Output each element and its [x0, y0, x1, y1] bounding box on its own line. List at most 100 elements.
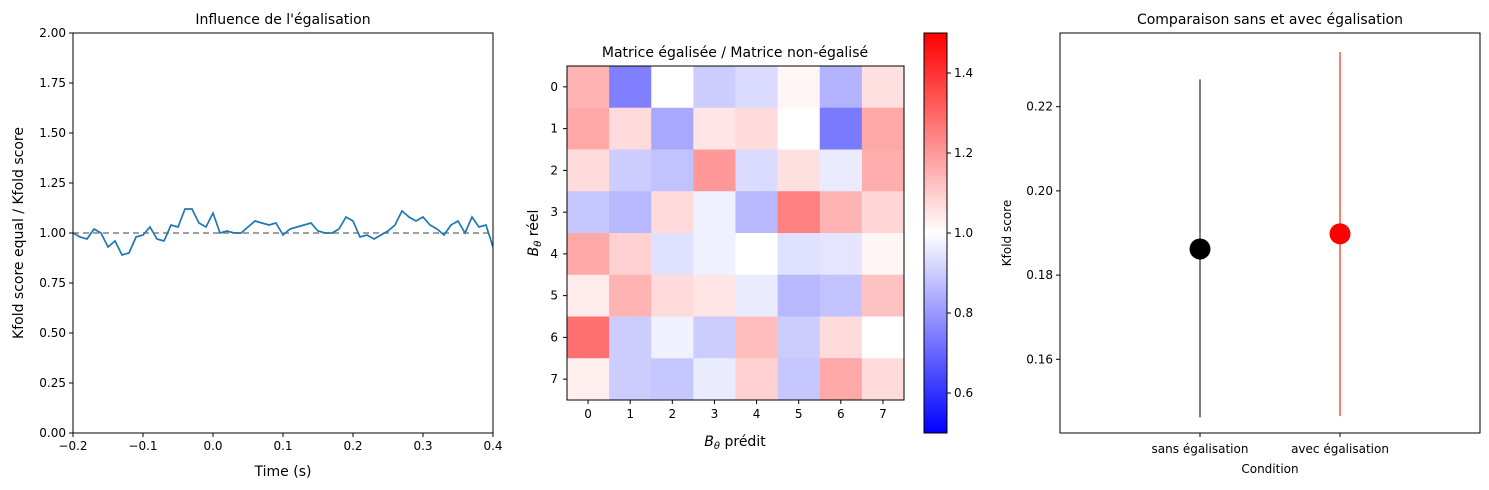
heatmap-cell — [861, 274, 905, 317]
x-tick-label: 0 — [584, 407, 592, 421]
x-tick-label: 2 — [668, 407, 676, 421]
heatmap-cell — [777, 358, 821, 401]
heatmap-cell — [777, 233, 821, 276]
heatmap-cells — [567, 66, 905, 401]
heatmap-cell — [651, 316, 694, 359]
y-tick-label: 0.00 — [39, 426, 66, 440]
heatmap-cell — [609, 316, 652, 359]
colorbar-tick-label: 1.4 — [954, 66, 973, 80]
line-chart-y-ticks: 0.00 0.25 0.50 0.75 1.00 1.25 1.50 1.75 2.00 — [39, 26, 73, 440]
heatmap-cell — [735, 191, 779, 234]
heatmap-cell — [609, 233, 652, 276]
heatmap-cell — [567, 274, 610, 317]
heatmap-cell — [693, 149, 736, 192]
heatmap-cell — [861, 233, 905, 276]
x-tick-label: 0.2 — [343, 439, 362, 453]
heatmap-cell — [693, 191, 736, 234]
heatmap-cell — [777, 66, 821, 109]
comparison-panel: Comparaison sans et avec égalisation san… — [1000, 12, 1481, 476]
comparison-xlabel: Condition — [1241, 462, 1298, 476]
heatmap-y-ticks: 0 1 2 3 4 5 6 7 — [550, 80, 567, 386]
y-tick-label: 0.50 — [39, 326, 66, 340]
heatmap-cell — [777, 107, 821, 150]
y-tick-label: 7 — [550, 372, 558, 386]
colorbar — [923, 32, 948, 434]
y-tick-label: 5 — [550, 289, 558, 303]
heatmap-cell — [861, 66, 905, 109]
x-tick-label: 0.3 — [413, 439, 432, 453]
heatmap-cell — [861, 191, 905, 234]
heatmap-cell — [651, 191, 694, 234]
heatmap-cell — [609, 149, 652, 192]
x-tick-label: −0.1 — [128, 439, 157, 453]
y-tick-label: 2.00 — [39, 26, 66, 40]
heatmap-xlabel: Bθ prédit — [704, 434, 766, 452]
heatmap-cell — [735, 107, 779, 150]
heatmap-cell — [819, 358, 863, 401]
y-tick-label: 6 — [550, 330, 558, 344]
heatmap-cell — [567, 233, 610, 276]
y-tick-label: 0 — [550, 80, 558, 94]
colorbar-ticks: 0.6 0.8 1.0 1.2 1.4 — [947, 66, 973, 400]
heatmap-cell — [819, 191, 863, 234]
y-tick-label: 0.25 — [39, 376, 66, 390]
heatmap-cell — [819, 107, 863, 150]
heatmap-cell — [693, 107, 736, 150]
x-tick-label: 7 — [879, 407, 887, 421]
heatmap-cell — [651, 358, 694, 401]
heatmap-cell — [693, 316, 736, 359]
comparison-x-ticks: sans égalisation avec égalisation — [1152, 433, 1389, 456]
heatmap-cell — [609, 274, 652, 317]
y-tick-label: 3 — [550, 205, 558, 219]
heatmap-x-ticks: 0 1 2 3 4 5 6 7 — [584, 400, 887, 421]
x-tick-label: −0.2 — [58, 439, 87, 453]
line-chart-xlabel: Time (s) — [254, 464, 312, 480]
heatmap-cell — [735, 358, 779, 401]
heatmap-cell — [819, 274, 863, 317]
heatmap-cell — [819, 149, 863, 192]
comparison-y-ticks: 0.16 0.18 0.20 0.22 — [1026, 100, 1060, 366]
x-tick-label: 0.0 — [203, 439, 222, 453]
colorbar-tick-label: 0.8 — [954, 306, 973, 320]
x-tick-label: sans égalisation — [1152, 442, 1249, 456]
heatmap-cell — [861, 358, 905, 401]
heatmap-ylabel: Bθ réel — [526, 210, 544, 257]
heatmap-cell — [693, 274, 736, 317]
comparison-title: Comparaison sans et avec égalisation — [1137, 12, 1403, 28]
heatmap-cell — [567, 149, 610, 192]
heatmap-cell — [693, 358, 736, 401]
heatmap-cell — [819, 233, 863, 276]
heatmap-cell — [609, 107, 652, 150]
line-chart-ylabel: Kfold score equal / Kfold score — [11, 127, 27, 339]
comparison-frame — [1059, 32, 1481, 434]
colorbar-tick-label: 1.0 — [954, 226, 973, 240]
heatmap-cell — [609, 191, 652, 234]
x-tick-label: 5 — [795, 407, 803, 421]
heatmap-cell — [567, 191, 610, 234]
heatmap-cell — [735, 149, 779, 192]
mean-point — [1329, 223, 1351, 245]
heatmap-cell — [861, 149, 905, 192]
heatmap-cell — [735, 233, 779, 276]
line-chart-x-ticks: −0.2 −0.1 0.0 0.1 0.2 0.3 0.4 — [58, 433, 503, 453]
mean-point — [1189, 238, 1211, 260]
heatmap-cell — [651, 149, 694, 192]
line-chart-panel: Influence de l'égalisation −0.2 −0.1 0.0 0.… — [11, 12, 503, 480]
heatmap-cell — [861, 316, 905, 359]
x-tick-label: 0.4 — [483, 439, 502, 453]
heatmap-cell — [777, 274, 821, 317]
x-tick-label: 6 — [837, 407, 845, 421]
heatmap-cell — [777, 191, 821, 234]
heatmap-frame — [566, 65, 905, 401]
y-tick-label: 1.00 — [39, 226, 66, 240]
heatmap-cell — [693, 66, 736, 109]
heatmap-cell — [735, 316, 779, 359]
comparison-ylabel: Kfold score — [1000, 200, 1014, 266]
y-tick-label: 0.18 — [1026, 268, 1053, 282]
heatmap-cell — [567, 316, 610, 359]
y-tick-label: 1.25 — [39, 176, 66, 190]
heatmap-panel: Matrice égalisée / Matrice non-égalisé 0… — [526, 32, 973, 452]
heatmap-cell — [777, 316, 821, 359]
x-tick-label: 3 — [711, 407, 719, 421]
